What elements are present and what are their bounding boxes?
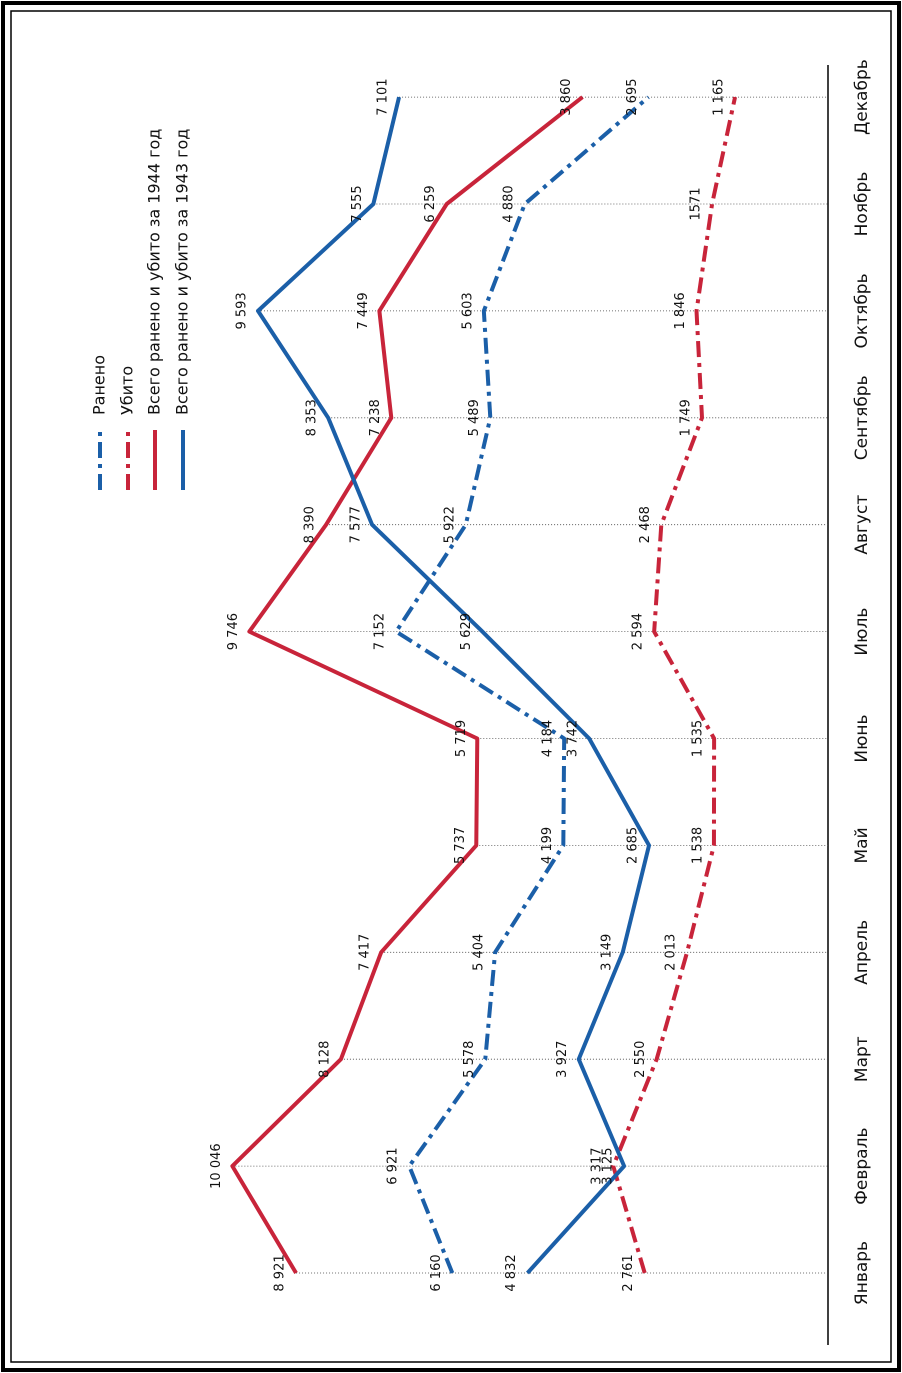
data-label: 9 746 [226,613,241,650]
data-label: 5 922 [442,506,457,543]
data-label: 8 128 [317,1041,332,1078]
data-label: 6 259 [423,185,438,222]
data-label: 2 594 [631,613,646,650]
data-label: 4 199 [540,827,555,864]
data-label: 4 880 [501,185,516,222]
data-label: 8 353 [305,399,320,436]
data-label: 7 417 [358,934,373,971]
data-label: 3 860 [559,78,574,115]
x-tick-label: Октябрь [852,273,872,348]
series-line [230,95,584,1275]
series-line [611,96,738,1274]
x-tick-label: Июнь [852,714,872,762]
x-tick-label: Август [852,495,872,555]
data-label: 7 238 [368,399,383,436]
data-label: 6 160 [429,1254,444,1291]
inner-frame [10,10,892,1363]
data-label: 1 846 [673,292,688,329]
plot: Январь Февраль Март Апрель Май Июнь Июль Август… [90,59,872,1345]
data-label: 1 165 [712,78,727,115]
legend-label: Убито [118,366,137,415]
data-label: 3 317 [590,1147,605,1184]
data-label: 7 577 [349,506,364,543]
x-tick-label: Апрель [852,920,872,985]
data-label: 8 921 [273,1254,288,1291]
data-label: 2 695 [625,78,640,115]
data-label: 10 046 [209,1143,224,1189]
x-tick-label: Февраль [852,1127,872,1204]
x-tick-label: Март [852,1036,872,1082]
data-label: 2 013 [664,934,679,971]
x-tick-label: Ноябрь [852,172,872,237]
data-label: 3 742 [566,720,581,757]
data-label: 1 538 [690,827,705,864]
x-tick-label: Декабрь [852,59,872,135]
data-label: 7 152 [373,613,388,650]
data-label: 1 749 [679,399,694,436]
x-tick-label: Июль [852,608,872,656]
legend-label: Всего ранено и убито за 1944 год [145,129,164,415]
data-label: 5 737 [453,827,468,864]
data-label: 5 489 [467,399,482,436]
data-label: 1571 [689,187,704,220]
data-label: 2 468 [638,506,653,543]
data-label: 1 535 [691,720,706,757]
data-label: 3 125 [601,1147,616,1184]
x-tick-label: Январь [852,1241,872,1305]
x-tick-label: Май [852,827,872,863]
legend-label: Ранено [90,355,109,415]
data-label: 5 629 [459,613,474,650]
data-label: 9 593 [235,292,250,329]
data-label: 5 719 [454,720,469,757]
data-label: 8 390 [303,506,318,543]
data-label: 7 101 [376,78,391,115]
data-label: 5 578 [462,1041,477,1078]
data-label: 7 555 [350,185,365,222]
data-label: 4 184 [541,720,556,757]
data-label: 2 550 [633,1041,648,1078]
data-label: 5 404 [472,934,487,971]
data-label: 7 449 [356,292,371,329]
data-label: 5 603 [460,292,475,329]
series-line [256,96,652,1275]
data-label: 2 761 [621,1254,636,1291]
data-label: 3 927 [555,1041,570,1078]
data-label: 2 685 [626,827,641,864]
series-line [394,95,650,1274]
legend-label: Всего ранено и убито за 1943 год [173,129,192,415]
data-label: 6 921 [386,1147,401,1184]
x-tick-label: Сентябрь [852,375,872,460]
data-label: 4 832 [504,1254,519,1291]
data-label: 3 149 [599,934,614,971]
